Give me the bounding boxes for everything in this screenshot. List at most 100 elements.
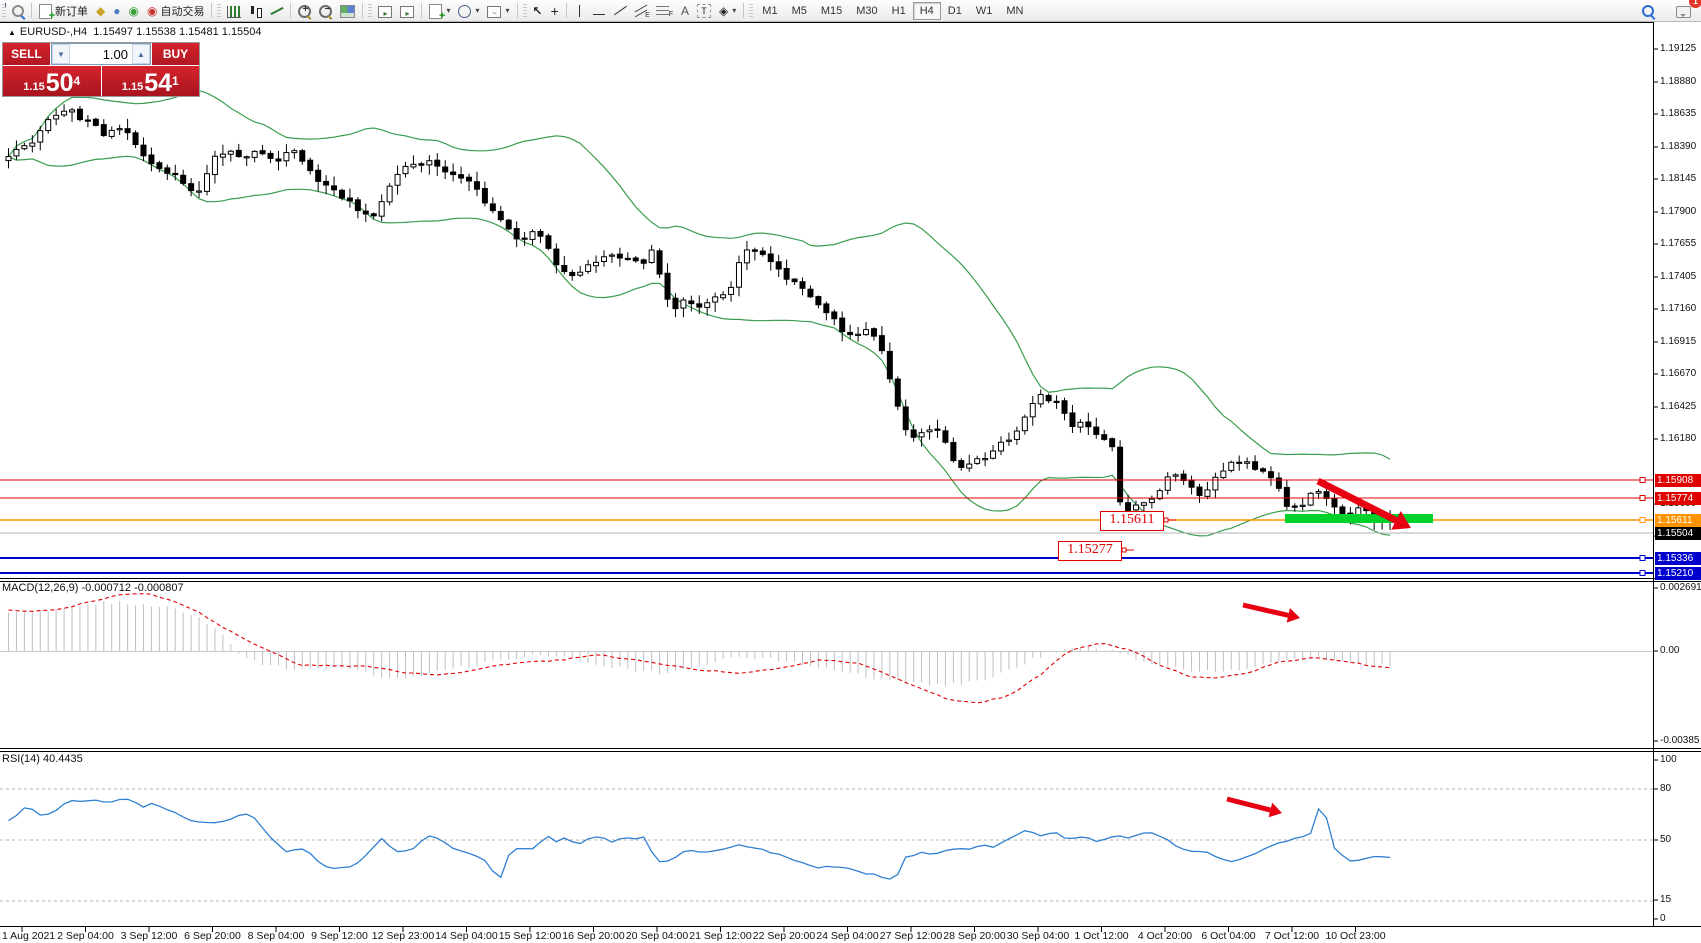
rsi-panel [0,788,1653,902]
separator [31,3,32,18]
tile-windows-icon [340,5,356,18]
hline-tool[interactable] [589,1,609,20]
horizontal-line-icon [592,13,605,15]
auto-scroll-button[interactable]: ▸ [374,1,396,20]
shapes-icon: ◈ [719,3,729,18]
time-axis-label: 28 Sep 20:00 [943,930,1006,942]
toolbar-grip[interactable] [749,4,754,17]
tab-h1[interactable]: H1 [891,4,906,17]
toolbar-grip[interactable] [217,4,222,17]
new-order-label: 新订单 [55,5,88,18]
line-chart-button[interactable] [266,1,287,20]
bar-chart-button[interactable] [223,1,245,20]
sell-button[interactable]: SELL [3,43,50,65]
market-watch-button[interactable]: ◆ [92,1,109,20]
new-order-button[interactable]: 新订单 [35,1,92,22]
separator [743,3,745,18]
period-button[interactable]: ▾ [454,1,483,20]
tab-m15[interactable]: M15 [820,4,843,17]
sell-price[interactable]: 1.15 50 4 [3,66,101,96]
volume-increase-button[interactable]: ▲ [132,44,150,64]
tab-m30[interactable]: M30 [856,4,878,17]
volume-spinner: ▼ ▲ [51,43,151,65]
zoom-out-button[interactable] [315,1,336,20]
fibonacci-tool[interactable]: F [652,1,677,20]
toolbar-grip[interactable] [2,4,6,17]
price-line-label: 1.15774 [1655,491,1701,505]
auto-trading-button[interactable]: ◉ 自动交易 [143,1,208,20]
axis-tick-label: 1.16670 [1660,368,1697,379]
candle-chart-button[interactable] [245,1,266,20]
search-button[interactable] [1638,1,1658,20]
red-arrow-annotation[interactable] [1242,602,1300,623]
tab-mn[interactable]: MN [1006,4,1024,17]
axis-tick-label: 1.17405 [1660,271,1697,282]
notifications-button[interactable]: 1 [1672,0,1701,20]
auto-trading-label: 自动交易 [160,5,205,18]
separator [565,3,567,18]
buy-price-prefix: 1.15 [121,81,144,93]
green-support-zone[interactable] [1285,514,1433,523]
sell-price-pip: 4 [73,74,81,88]
templates-button[interactable]: ~ ▾ [483,1,513,20]
tab-h4[interactable]: H4 [912,1,941,20]
time-axis-label: 4 Oct 20:00 [1137,930,1193,942]
zoom-out-icon [319,4,333,18]
red-arrow-annotation[interactable] [1226,796,1282,818]
line-chart-icon [270,4,283,17]
time-axis-label: 15 Sep 12:00 [498,930,562,942]
zoom-in-button[interactable] [294,1,315,20]
price-axis[interactable]: 1.19125 1.18880 1.18635 1.18390 1.18145 1.179… [1654,22,1701,926]
text-tool[interactable]: A [677,1,693,20]
buy-price[interactable]: 1.15 54 1 [101,66,199,97]
price-annotation-box[interactable]: 1.15277 [1058,541,1122,561]
red-arrow-annotation[interactable] [1316,477,1411,530]
buy-price-big: 54 [144,69,173,97]
time-axis-label: 20 Sep 04:00 [625,930,689,942]
caret-down-icon: ▾ [446,6,451,15]
new-chart-button[interactable]: ▾ [425,1,454,22]
tab-m5[interactable]: M5 [791,4,807,17]
toolbar-grip[interactable] [368,4,373,17]
tab-w1[interactable]: W1 [975,4,993,17]
time-axis-label: 2 Sep 04:00 [57,930,114,942]
channel-icon: E [634,4,650,19]
ohlc-low: 1.15481 [178,26,219,38]
data-window-button[interactable]: ● [109,1,124,20]
toolbar-grip[interactable] [522,4,527,17]
time-axis-label: 14 Sep 04:00 [435,930,498,942]
tab-m1[interactable]: M1 [762,4,778,17]
time-axis-label: 16 Sep 20:00 [562,930,625,942]
macd-panel [0,593,1653,704]
axis-tick-label: 1.16915 [1660,336,1697,347]
time-axis-label: 7 Oct 12:00 [1264,930,1320,942]
partial-icon[interactable] [8,1,28,20]
price-line-label: 1.15336 [1655,551,1701,565]
volume-decrease-button[interactable]: ▼ [52,44,70,64]
time-axis-label: 27 Sep 12:00 [879,930,943,942]
crosshair-tool[interactable]: + [547,1,563,20]
label-tool-icon: T [697,3,712,18]
tile-windows-button[interactable] [336,1,359,20]
trendline-tool[interactable] [609,1,630,20]
price-line-label: 1.15908 [1655,473,1701,487]
volume-input[interactable] [70,44,132,64]
separator [211,3,213,18]
vline-tool[interactable] [570,1,589,20]
time-axis[interactable]: 1 Aug 2021 2 Sep 04:00 3 Sep 12:00 6 Sep 20… [0,927,1701,943]
label-tool[interactable]: T [693,1,715,20]
ohlc-close: 1.15504 [221,26,262,38]
time-axis-label: 8 Sep 04:00 [247,930,305,942]
caret-down-icon: ▾ [732,6,737,15]
chart-shift-button[interactable]: ▸ [396,1,418,20]
time-axis-label: 1 Aug 2021 [2,930,56,942]
buy-button[interactable]: BUY [152,43,199,65]
shapes-tool[interactable]: ◈ ▾ [715,1,740,20]
tab-d1[interactable]: D1 [947,4,962,17]
channel-tool[interactable]: E [630,1,652,20]
cursor-tool[interactable]: ↖ [529,1,547,20]
price-annotation-box[interactable]: 1.15611 [1100,511,1164,531]
signals-button[interactable]: ◉ [124,1,142,20]
